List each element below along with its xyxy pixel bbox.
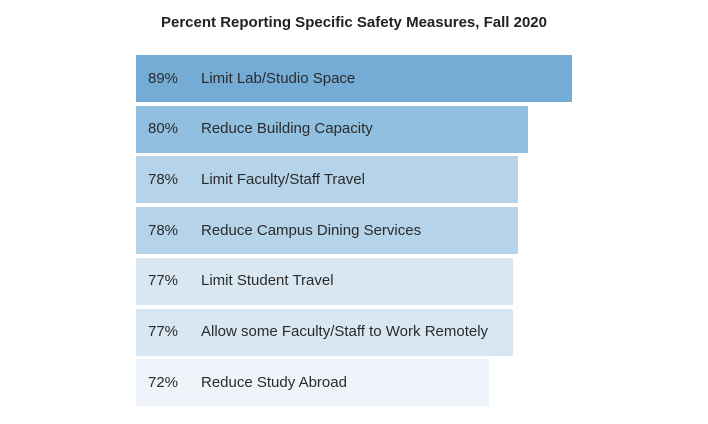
bar-category-label: Limit Faculty/Staff Travel (201, 170, 365, 188)
chart-title: Percent Reporting Specific Safety Measur… (161, 14, 547, 31)
bar-value-label: 80% (148, 120, 179, 138)
bar (136, 156, 519, 204)
bar-category-label: Allow some Faculty/Staff to Work Remotel… (201, 323, 489, 340)
bar-value-label: 77% (148, 323, 179, 340)
bar-value-label: 77% (148, 272, 179, 290)
bar (136, 359, 489, 407)
bar (136, 257, 514, 305)
bar (136, 55, 572, 102)
bar (136, 308, 514, 356)
bar-value-label: 78% (148, 221, 179, 239)
bar (136, 105, 528, 153)
bar-category-label: Limit Lab/Studio Space (201, 69, 356, 87)
bar-category-label: Reduce Building Capacity (201, 120, 373, 138)
bar (136, 207, 519, 255)
bar-value-label: 89% (148, 69, 179, 87)
bar-category-label: Reduce Campus Dining Services (201, 221, 422, 239)
bar-category-label: Limit Student Travel (201, 272, 334, 290)
bar-value-label: 78% (148, 170, 179, 188)
bar-category-label: Reduce Study Abroad (201, 373, 347, 391)
bar-value-label: 72% (148, 373, 179, 391)
